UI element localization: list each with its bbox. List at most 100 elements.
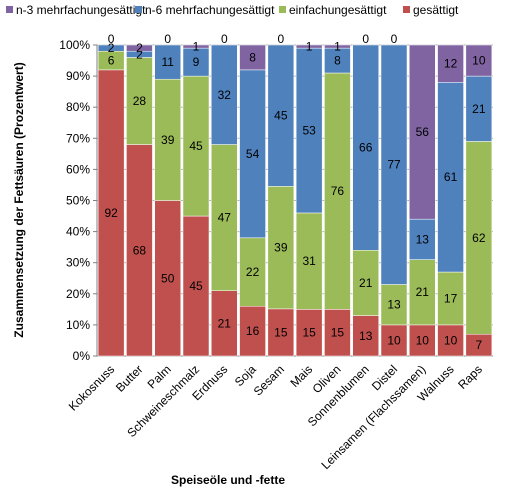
data-label: 2 [108,41,115,55]
data-label: 1 [193,40,200,54]
bar-segment [154,200,181,357]
data-label: 50 [161,271,175,285]
data-label: 16 [246,324,260,338]
bar-segment [352,44,379,251]
data-label: 77 [387,158,401,172]
data-label: 61 [444,170,458,184]
bar-segment [126,44,153,52]
y-axis-title: Zusammensetzung der Fettsäuren (Prozentw… [12,62,26,337]
data-label: 53 [302,124,316,138]
bar-segment [380,284,408,326]
bar-segment [239,305,266,357]
data-label: 7 [476,338,483,352]
data-label: 39 [274,241,288,255]
bar-segment [239,237,266,307]
data-label: 1 [306,40,313,54]
bar-segment [465,44,493,77]
bar-segment [211,44,238,145]
x-tick-label: Raps [455,362,485,392]
data-label: 15 [274,325,288,339]
bar-segment [154,44,181,80]
data-label: 31 [302,254,316,268]
legend-label: n-3 mehrfachungesättigt [16,3,146,17]
bar-segment [380,44,408,285]
data-label: 13 [359,329,373,343]
x-tick-label: Sesam [251,362,287,398]
x-tick-label: Kokosnuss [66,362,117,413]
bar-segment [409,44,436,220]
data-label: 12 [444,57,458,71]
data-label: 39 [161,133,175,147]
bars: 9262068282250391104545912147320162254815… [97,32,493,357]
data-label: 10 [416,333,430,347]
bar-segment [267,44,295,187]
data-label: 21 [359,276,373,290]
data-label: 8 [249,50,256,64]
bar-segment [239,69,266,239]
data-label: 0 [391,32,398,46]
legend-swatch [6,6,13,13]
bar-segment [409,218,436,260]
x-tick-label: Butter [113,362,146,395]
data-label: 2 [136,47,143,61]
bar-segment [182,215,210,357]
data-label: 54 [246,147,260,161]
bar-segment [154,78,181,201]
bar-segment [437,324,464,357]
y-tick-label: 30% [66,256,90,270]
legend: n-3 mehrfachungesättigt n-6 mehrfachunges… [6,3,459,17]
data-label: 21 [472,102,486,116]
data-label: 92 [104,206,118,220]
data-label: 11 [161,55,174,69]
legend-label: gesättigt [413,3,459,17]
bar-segment [295,212,323,310]
data-label: 17 [444,291,458,305]
bar-segment [97,44,125,52]
data-label: 62 [472,231,486,245]
data-label: 21 [218,316,232,330]
y-tick-label: 40% [66,225,90,239]
bar-segment [267,308,295,357]
legend-swatch [403,6,410,13]
bar-segment [324,309,351,357]
bar-segment [324,72,351,310]
data-label: 0 [221,32,228,46]
bar-segment [380,324,408,357]
data-label: 10 [444,333,458,347]
data-label: 8 [334,54,341,68]
data-label: 0 [108,32,115,46]
bar-segment [182,75,210,217]
bar-segment [437,44,464,83]
data-label: 10 [387,333,401,347]
bar-segment [295,309,323,357]
data-label: 1 [334,40,341,54]
bar-segment [97,69,125,357]
bar-segment [352,315,379,357]
bar-segment [437,82,464,273]
bar-segment [239,44,266,71]
bar-segment [409,324,436,357]
data-label: 56 [416,125,430,139]
data-label: 66 [359,141,373,155]
data-label: 10 [472,54,486,68]
y-tick-label: 60% [66,162,90,176]
bar-segment [465,75,493,142]
y-tick-label: 70% [66,131,90,145]
data-label: 15 [331,326,345,340]
data-label: 9 [193,55,200,69]
data-label: 28 [133,94,147,108]
data-label: 21 [416,285,430,299]
y-tick-label: 10% [66,318,90,332]
data-label: 0 [278,32,285,46]
data-label: 76 [331,184,345,198]
data-label: 45 [189,139,203,153]
data-label: 6 [108,54,115,68]
legend-label: einfachungesättigt [289,3,387,17]
data-label: 2 [136,41,143,55]
bar-segment [126,57,153,145]
legend-label: n-6 mehrfachungesättigt [145,3,275,17]
y-axis-ticks: 0% 10% 20% 30% 40% 50% 60% 70% 80% 90% 100% [59,38,90,363]
data-label: 45 [274,109,288,123]
bar-segment [324,44,351,49]
